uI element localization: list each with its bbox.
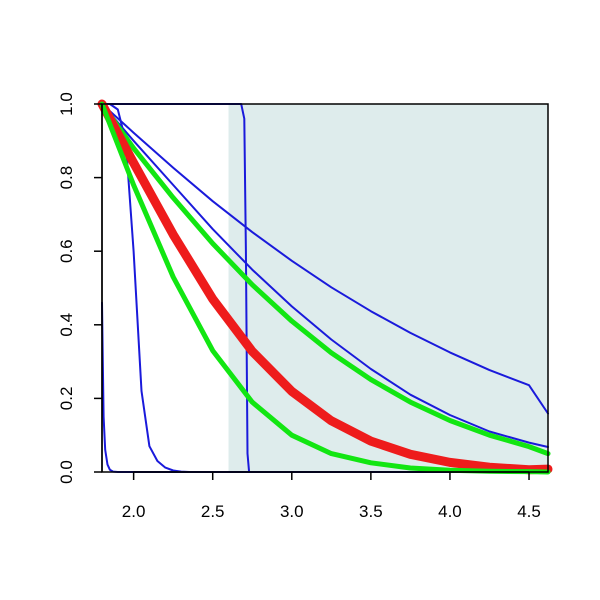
series-line-5 xyxy=(101,103,549,448)
x-tick-label: 2.5 xyxy=(201,502,225,521)
x-tick-label: 3.5 xyxy=(359,502,383,521)
y-tick-label: 0.2 xyxy=(57,387,76,411)
x-tick-label: 4.5 xyxy=(517,502,541,521)
series-line-7 xyxy=(97,99,553,475)
shaded-region xyxy=(228,104,548,472)
y-tick-label: 0.4 xyxy=(57,313,76,337)
x-tick-label: 3.0 xyxy=(280,502,304,521)
y-tick-label: 0.8 xyxy=(57,166,76,190)
x-tick-label: 2.0 xyxy=(122,502,146,521)
y-axis: 0.0 0.2 0.4 0.6 0.8 1.0 xyxy=(57,92,102,484)
series-line-4 xyxy=(101,103,549,415)
x-axis: 2.0 2.5 3.0 3.5 4.0 4.5 xyxy=(122,472,541,521)
y-tick-label: 0.0 xyxy=(57,460,76,484)
y-tick-label: 1.0 xyxy=(57,92,76,116)
x-tick-label: 4.0 xyxy=(438,502,462,521)
y-tick-label: 0.6 xyxy=(57,239,76,263)
series-line-6 xyxy=(99,101,551,457)
